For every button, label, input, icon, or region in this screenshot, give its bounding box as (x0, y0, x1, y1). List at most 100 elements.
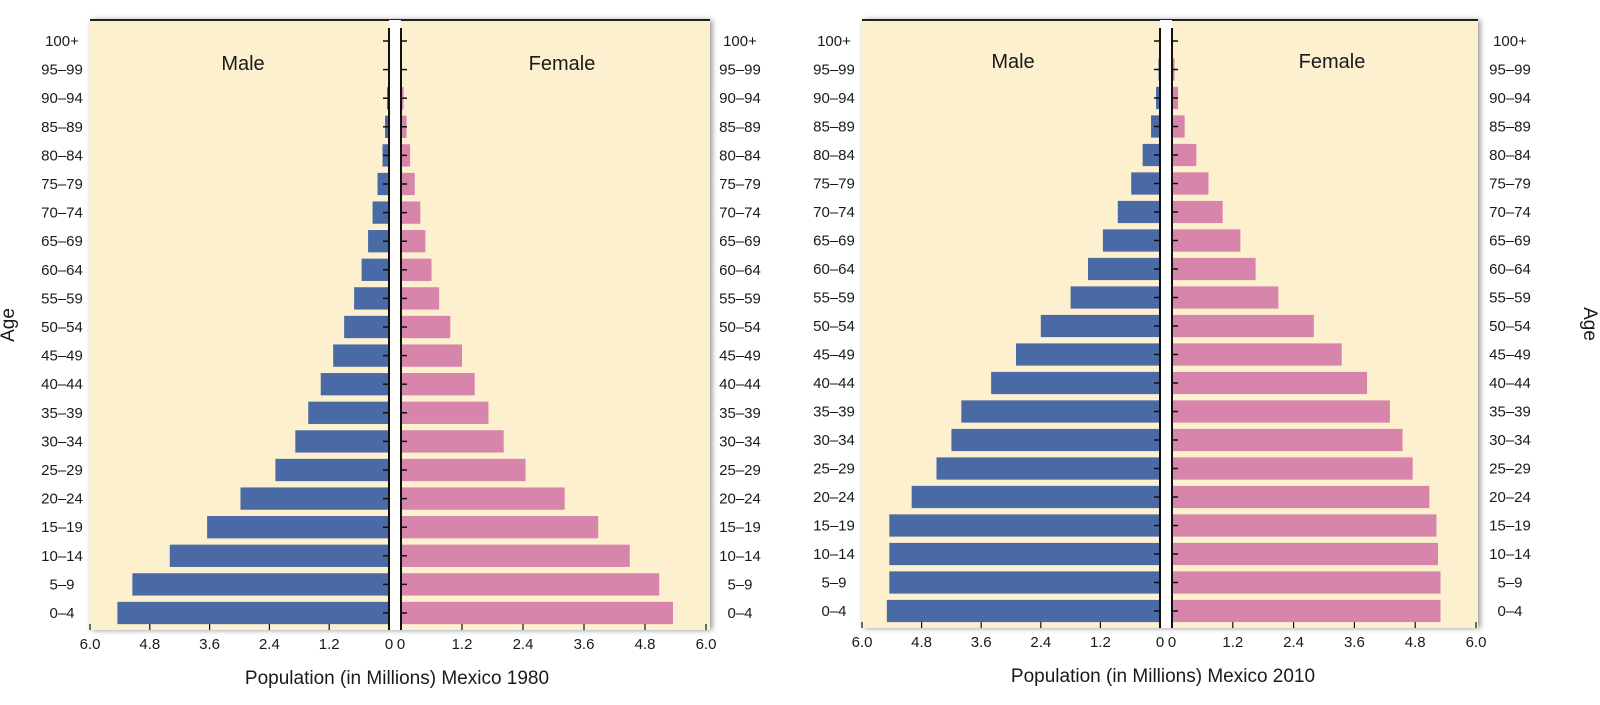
male-bar-20–24 (911, 485, 1160, 509)
age-label-right: 40–44 (1489, 375, 1531, 392)
age-label-left: 65–69 (813, 233, 855, 250)
age-label-right: 0–4 (1497, 603, 1522, 620)
pyramid-chart-1980: 0–4 0–4 5–9 5–9 10–14 10–14 15–19 15–19 20–24 20–… (0, 19, 761, 689)
male-bar-50–54 (344, 315, 389, 339)
age-label-right: 55–59 (719, 290, 761, 307)
male-bar-30–34 (295, 430, 389, 453)
x-axis-title: Population (in Millions) Mexico 2010 (1011, 666, 1315, 687)
x-tick-label: 4.8 (911, 634, 932, 651)
age-label-left: 0–4 (49, 605, 74, 622)
female-bar-25–29 (401, 458, 526, 482)
age-label-left: 15–19 (41, 519, 83, 536)
age-label-right: 20–24 (1489, 489, 1531, 506)
x-tick-label: 3.6 (199, 636, 220, 653)
male-bar-45–49 (1015, 343, 1160, 366)
male-bar-80–84 (1142, 143, 1160, 167)
male-bar-35–39 (961, 400, 1160, 423)
age-label-left: 90–94 (813, 90, 855, 107)
female-bar-70–74 (401, 201, 421, 224)
center-gap (389, 20, 401, 630)
age-label-right: 20–24 (719, 491, 761, 508)
female-label: Female (529, 53, 596, 75)
male-bar-35–39 (308, 401, 389, 424)
female-bar-35–39 (1172, 400, 1390, 423)
age-label-left: 100+ (817, 33, 851, 50)
age-label-right: 75–79 (719, 176, 761, 193)
female-bar-85–89 (1172, 115, 1185, 138)
female-bar-65–69 (401, 230, 426, 253)
x-tick-label: 2.4 (259, 636, 280, 653)
male-label: Male (221, 53, 264, 75)
male-bar-40–44 (320, 373, 389, 396)
x-tick-label: 6.0 (1466, 634, 1487, 651)
female-bar-75–79 (1172, 172, 1209, 195)
female-bar-55–59 (401, 287, 440, 310)
age-label-right: 45–49 (719, 348, 761, 365)
age-label-right: 30–34 (1489, 432, 1531, 449)
age-label-left: 65–69 (41, 233, 83, 250)
age-label-left: 10–14 (813, 546, 855, 563)
age-label-right: 10–14 (1489, 546, 1531, 563)
x-tick-label: 1.2 (1222, 634, 1243, 651)
age-label-left: 35–39 (41, 405, 83, 422)
male-bar-15–19 (889, 514, 1160, 537)
x-tick-label: 0 (385, 636, 393, 653)
age-label-right: 75–79 (1489, 176, 1531, 193)
age-label-right: 40–44 (719, 376, 761, 393)
x-tick-label: 1.2 (1090, 634, 1111, 651)
age-label-right: 100+ (1493, 33, 1527, 50)
female-bar-60–64 (1172, 257, 1256, 281)
age-label-left: 20–24 (813, 489, 855, 506)
male-label: Male (991, 51, 1034, 73)
age-label-right: 80–84 (1489, 147, 1531, 164)
male-bar-5–9 (132, 573, 389, 596)
age-label-right: 15–19 (719, 519, 761, 536)
y-axis-title: Age (0, 308, 19, 342)
male-bar-10–14 (169, 544, 389, 567)
age-label-left: 95–99 (813, 62, 855, 79)
male-bar-0–4 (886, 599, 1160, 623)
age-label-right: 60–64 (719, 262, 761, 279)
female-bar-55–59 (1172, 286, 1279, 309)
female-bar-5–9 (1172, 571, 1441, 594)
y-axis-title: Age (1579, 307, 1600, 341)
age-label-left: 5–9 (821, 575, 846, 592)
male-bar-40–44 (991, 371, 1160, 395)
age-label-left: 60–64 (41, 262, 83, 279)
female-bar-80–84 (1172, 143, 1197, 167)
female-bar-50–54 (1172, 314, 1314, 338)
male-bar-65–69 (1102, 229, 1160, 252)
age-label-right: 70–74 (719, 205, 761, 222)
age-label-left: 50–54 (41, 319, 83, 336)
age-label-left: 0–4 (821, 603, 846, 620)
age-label-right: 5–9 (727, 576, 752, 593)
x-tick-label: 6.0 (852, 634, 873, 651)
age-label-right: 15–19 (1489, 518, 1531, 535)
age-label-left: 55–59 (813, 290, 855, 307)
male-bar-15–19 (207, 516, 389, 539)
age-label-right: 95–99 (719, 62, 761, 79)
age-label-left: 25–29 (813, 461, 855, 478)
age-label-right: 10–14 (719, 548, 761, 565)
age-label-left: 80–84 (813, 147, 855, 164)
male-bar-0–4 (117, 601, 390, 625)
female-bar-5–9 (401, 573, 660, 596)
age-label-left: 40–44 (813, 375, 855, 392)
age-label-left: 35–39 (813, 404, 855, 421)
female-bar-20–24 (1172, 485, 1430, 509)
age-label-right: 65–69 (1489, 233, 1531, 250)
pyramid-chart-2010: 0–4 0–4 5–9 5–9 10–14 10–14 15–19 15–19 20–24 20–… (813, 19, 1600, 687)
male-bar-60–64 (361, 258, 389, 281)
female-bar-50–54 (401, 315, 451, 339)
female-bar-45–49 (401, 344, 462, 367)
female-bar-15–19 (401, 516, 599, 539)
age-label-right: 95–99 (1489, 62, 1531, 79)
age-label-right: 25–29 (719, 462, 761, 479)
male-bar-55–59 (1070, 286, 1160, 309)
male-bar-10–14 (889, 542, 1160, 566)
age-label-right: 70–74 (1489, 204, 1531, 221)
age-label-left: 20–24 (41, 491, 83, 508)
x-axis-title: Population (in Millions) Mexico 1980 (245, 668, 549, 689)
x-tick-label: 2.4 (1283, 634, 1304, 651)
